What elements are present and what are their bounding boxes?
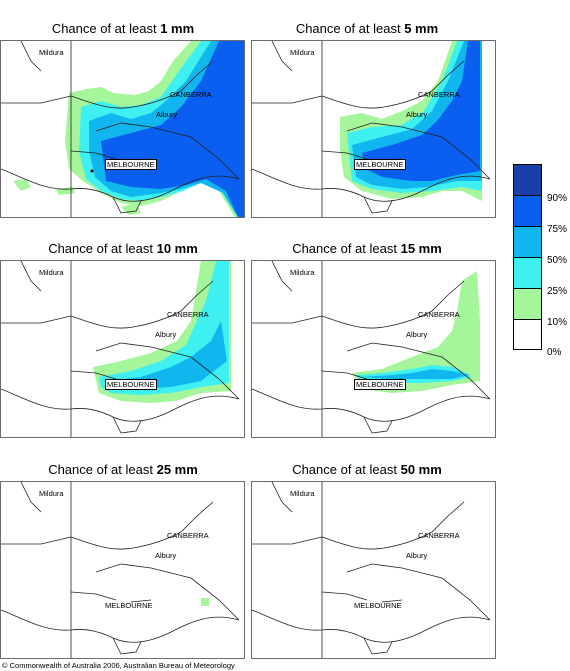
place-label-melbourne: MELBOURNE xyxy=(105,379,157,390)
place-label-canberra: CANBERRA xyxy=(170,90,212,99)
legend-swatch-0 xyxy=(513,319,542,350)
legend-label-50: 50% xyxy=(547,255,568,266)
legend-label-25: 25% xyxy=(547,286,568,297)
map-10mm: Mildura CANBERRA Albury MELBOURNE xyxy=(0,260,245,438)
legend-swatch-10 xyxy=(513,288,542,319)
map-15mm-graphic xyxy=(252,261,491,437)
place-label-mildura: Mildura xyxy=(290,48,315,57)
panel-title-amount: 1 mm xyxy=(160,21,195,36)
legend-label-90: 90% xyxy=(547,193,568,204)
map-5mm-graphic xyxy=(252,41,491,217)
place-label-albury: Albury xyxy=(406,551,428,560)
map-50mm: Mildura CANBERRA Albury MELBOURNE xyxy=(251,481,496,659)
map-50mm-graphic xyxy=(252,482,491,658)
place-label-canberra: CANBERRA xyxy=(167,310,209,319)
place-label-canberra: CANBERRA xyxy=(418,310,460,319)
panel-title-amount: 10 mm xyxy=(156,241,198,256)
place-label-melbourne: MELBOURNE xyxy=(105,159,157,170)
place-label-mildura: Mildura xyxy=(39,48,64,57)
map-1mm-graphic xyxy=(1,41,244,217)
panel-title-1mm: Chance of at least 1 mm xyxy=(0,21,246,36)
panel-title-15mm: Chance of at least 15 mm xyxy=(244,241,490,256)
place-label-mildura: Mildura xyxy=(39,268,64,277)
panel-title-10mm: Chance of at least 10 mm xyxy=(0,241,246,256)
place-label-canberra: CANBERRA xyxy=(418,90,460,99)
legend-swatch-75 xyxy=(513,195,542,226)
panel-title-amount: 50 mm xyxy=(400,462,442,477)
legend-swatch-50 xyxy=(513,226,542,257)
panel-title-amount: 15 mm xyxy=(400,241,442,256)
place-label-mildura: Mildura xyxy=(290,489,315,498)
place-label-canberra: CANBERRA xyxy=(167,531,209,540)
place-label-mildura: Mildura xyxy=(39,489,64,498)
place-label-albury: Albury xyxy=(406,110,428,119)
place-label-albury: Albury xyxy=(406,330,428,339)
panel-title-50mm: Chance of at least 50 mm xyxy=(244,462,490,477)
map-5mm: Mildura CANBERRA Albury MELBOURNE xyxy=(251,40,496,218)
place-label-mildura: Mildura xyxy=(290,268,315,277)
panel-title-prefix: Chance of at least xyxy=(295,21,405,36)
place-label-melbourne: MELBOURNE xyxy=(354,379,406,390)
place-label-albury: Albury xyxy=(155,330,177,339)
panel-title-prefix: Chance of at least xyxy=(48,241,157,256)
panel-title-amount: 25 mm xyxy=(156,462,198,477)
panel-title-prefix: Chance of at least xyxy=(292,462,401,477)
legend-label-10: 10% xyxy=(547,317,568,328)
place-label-canberra: CANBERRA xyxy=(418,531,460,540)
map-25mm-graphic xyxy=(1,482,240,658)
legend-label-75: 75% xyxy=(547,224,568,235)
place-label-melbourne: MELBOURNE xyxy=(354,159,406,170)
place-label-albury: Albury xyxy=(155,551,177,560)
legend-swatch-90 xyxy=(513,164,542,195)
panel-title-prefix: Chance of at least xyxy=(51,21,161,36)
place-label-melbourne: MELBOURNE xyxy=(354,601,402,610)
place-label-melbourne: MELBOURNE xyxy=(105,601,153,610)
map-15mm: Mildura CANBERRA Albury MELBOURNE xyxy=(251,260,496,438)
color-legend xyxy=(513,164,542,350)
panel-title-25mm: Chance of at least 25 mm xyxy=(0,462,246,477)
legend-label-0: 0% xyxy=(547,347,562,358)
copyright-notice: © Commonwealth of Australia 2006, Austra… xyxy=(2,661,235,670)
place-label-albury: Albury xyxy=(156,110,178,119)
panel-title-amount: 5 mm xyxy=(404,21,439,36)
legend-swatch-25 xyxy=(513,257,542,288)
panel-title-prefix: Chance of at least xyxy=(292,241,401,256)
map-10mm-graphic xyxy=(1,261,240,437)
map-25mm: Mildura CANBERRA Albury MELBOURNE xyxy=(0,481,245,659)
panel-title-prefix: Chance of at least xyxy=(48,462,157,477)
panel-title-5mm: Chance of at least 5 mm xyxy=(244,21,490,36)
map-1mm: Mildura CANBERRA Albury MELBOURNE xyxy=(0,40,245,218)
